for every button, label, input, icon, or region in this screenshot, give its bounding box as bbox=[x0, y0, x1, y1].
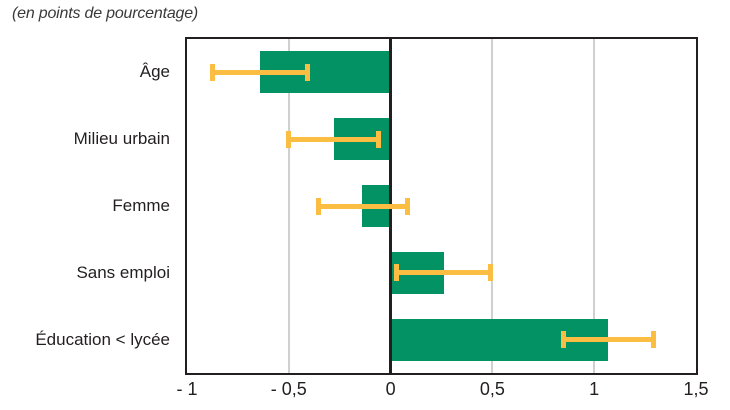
error-bar-cap-low bbox=[393, 264, 399, 282]
x-tick-label: - 1 bbox=[176, 379, 198, 399]
x-tick-label: 0,5 bbox=[479, 379, 505, 399]
x-tick-label: 1 bbox=[589, 379, 600, 399]
error-bar-cap-low bbox=[285, 130, 291, 148]
category-label: Milieu urbain bbox=[73, 129, 170, 149]
error-bar bbox=[211, 69, 310, 75]
error-bar-cap-high bbox=[651, 331, 657, 349]
error-bar-cap-high bbox=[488, 264, 494, 282]
category-label: Éducation < lycée bbox=[35, 329, 170, 349]
category-label: Sans emploi bbox=[76, 262, 170, 282]
x-gridline bbox=[593, 39, 596, 373]
plot-area bbox=[185, 37, 698, 375]
x-gridline bbox=[491, 39, 494, 373]
error-bar-cap-low bbox=[210, 63, 216, 81]
category-label: Femme bbox=[112, 196, 170, 215]
error-bar bbox=[394, 270, 493, 276]
category-label: Âge bbox=[139, 62, 170, 82]
error-bar-cap-high bbox=[376, 130, 382, 148]
error-bar-cap-high bbox=[305, 63, 311, 81]
error-bar bbox=[317, 203, 409, 209]
x-gridline bbox=[287, 39, 290, 373]
x-tick-label: - 0,5 bbox=[270, 379, 307, 399]
error-bar bbox=[561, 337, 656, 343]
error-bar bbox=[286, 136, 381, 142]
chart-title: (en points de pourcentage) bbox=[12, 5, 199, 22]
error-bar-cap-low bbox=[560, 331, 566, 349]
x-tick-label: 1,5 bbox=[683, 379, 709, 399]
x-tick-label: 0 bbox=[385, 379, 396, 399]
error-bar-cap-low bbox=[316, 197, 322, 215]
error-bar-cap-high bbox=[404, 197, 410, 215]
